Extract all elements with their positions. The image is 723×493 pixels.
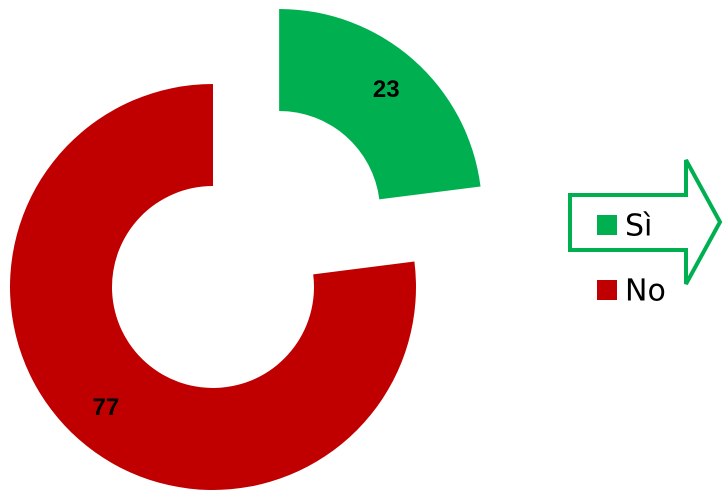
data-label: 77 [93, 394, 120, 421]
donut-slice [279, 8, 481, 200]
legend-label: Sì [625, 209, 652, 244]
donut: 23 77 [10, 8, 481, 490]
legend: Sì No [597, 209, 666, 309]
legend-label: No [625, 274, 666, 309]
legend-swatch [597, 215, 617, 235]
legend-arrow [568, 159, 723, 285]
legend-swatch [597, 280, 617, 300]
donut-slice [10, 84, 417, 490]
data-label: 23 [373, 76, 400, 103]
